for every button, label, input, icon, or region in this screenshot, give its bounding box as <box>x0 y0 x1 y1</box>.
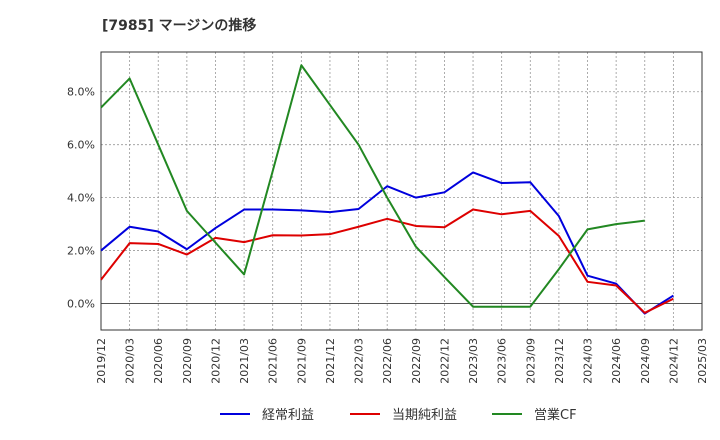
x-tick-label: 2025/03 <box>696 338 709 384</box>
legend-label-0: 経常利益 <box>262 408 314 423</box>
series-lines <box>100 64 674 315</box>
x-tick-label: 2021/09 <box>295 338 308 384</box>
y-tick-label: 6.0% <box>67 139 95 152</box>
x-tick-label: 2023/06 <box>496 338 509 384</box>
y-tick-label: 8.0% <box>67 86 95 99</box>
x-tick-label: 2019/12 <box>95 338 108 384</box>
x-tick-label: 2023/09 <box>524 338 537 384</box>
series-line-0 <box>100 171 674 315</box>
series-line-2 <box>100 64 645 308</box>
plot-area <box>100 51 703 331</box>
x-tick-label: 2021/03 <box>238 338 251 384</box>
x-tick-label: 2021/06 <box>267 338 280 384</box>
x-axis-ticks: 2019/12 2020/03 2020/06 2020/09 2020/12 2021/… <box>95 338 709 384</box>
series-line-1 <box>100 208 674 314</box>
x-tick-label: 2021/12 <box>324 338 337 384</box>
legend-label-1: 当期純利益 <box>392 408 457 423</box>
legend-label-2: 営業CF <box>534 407 577 423</box>
x-tick-label: 2020/09 <box>181 338 194 384</box>
y-tick-label: 2.0% <box>67 245 95 258</box>
legend: 経常利益 当期純利益 営業CF <box>220 407 577 423</box>
x-tick-label: 2022/12 <box>438 338 451 384</box>
x-tick-label: 2020/12 <box>209 338 222 384</box>
x-tick-label: 2024/06 <box>610 338 623 384</box>
x-tick-label: 2022/06 <box>381 338 394 384</box>
x-tick-label: 2023/03 <box>467 338 480 384</box>
y-axis-ticks: 0.0% 2.0% 4.0% 6.0% 8.0% <box>67 86 95 311</box>
x-tick-label: 2020/06 <box>152 338 165 384</box>
grid-lines <box>100 52 703 330</box>
x-tick-label: 2024/12 <box>667 338 680 384</box>
x-tick-label: 2022/09 <box>410 338 423 384</box>
chart-title: [7985] マージンの推移 <box>102 17 256 34</box>
x-tick-label: 2020/03 <box>124 338 137 384</box>
x-tick-label: 2024/03 <box>582 338 595 384</box>
y-tick-label: 4.0% <box>67 192 95 205</box>
x-tick-label: 2023/12 <box>553 338 566 384</box>
x-tick-label: 2024/09 <box>639 338 652 384</box>
y-tick-label: 0.0% <box>67 298 95 311</box>
x-tick-label: 2022/03 <box>353 338 366 384</box>
